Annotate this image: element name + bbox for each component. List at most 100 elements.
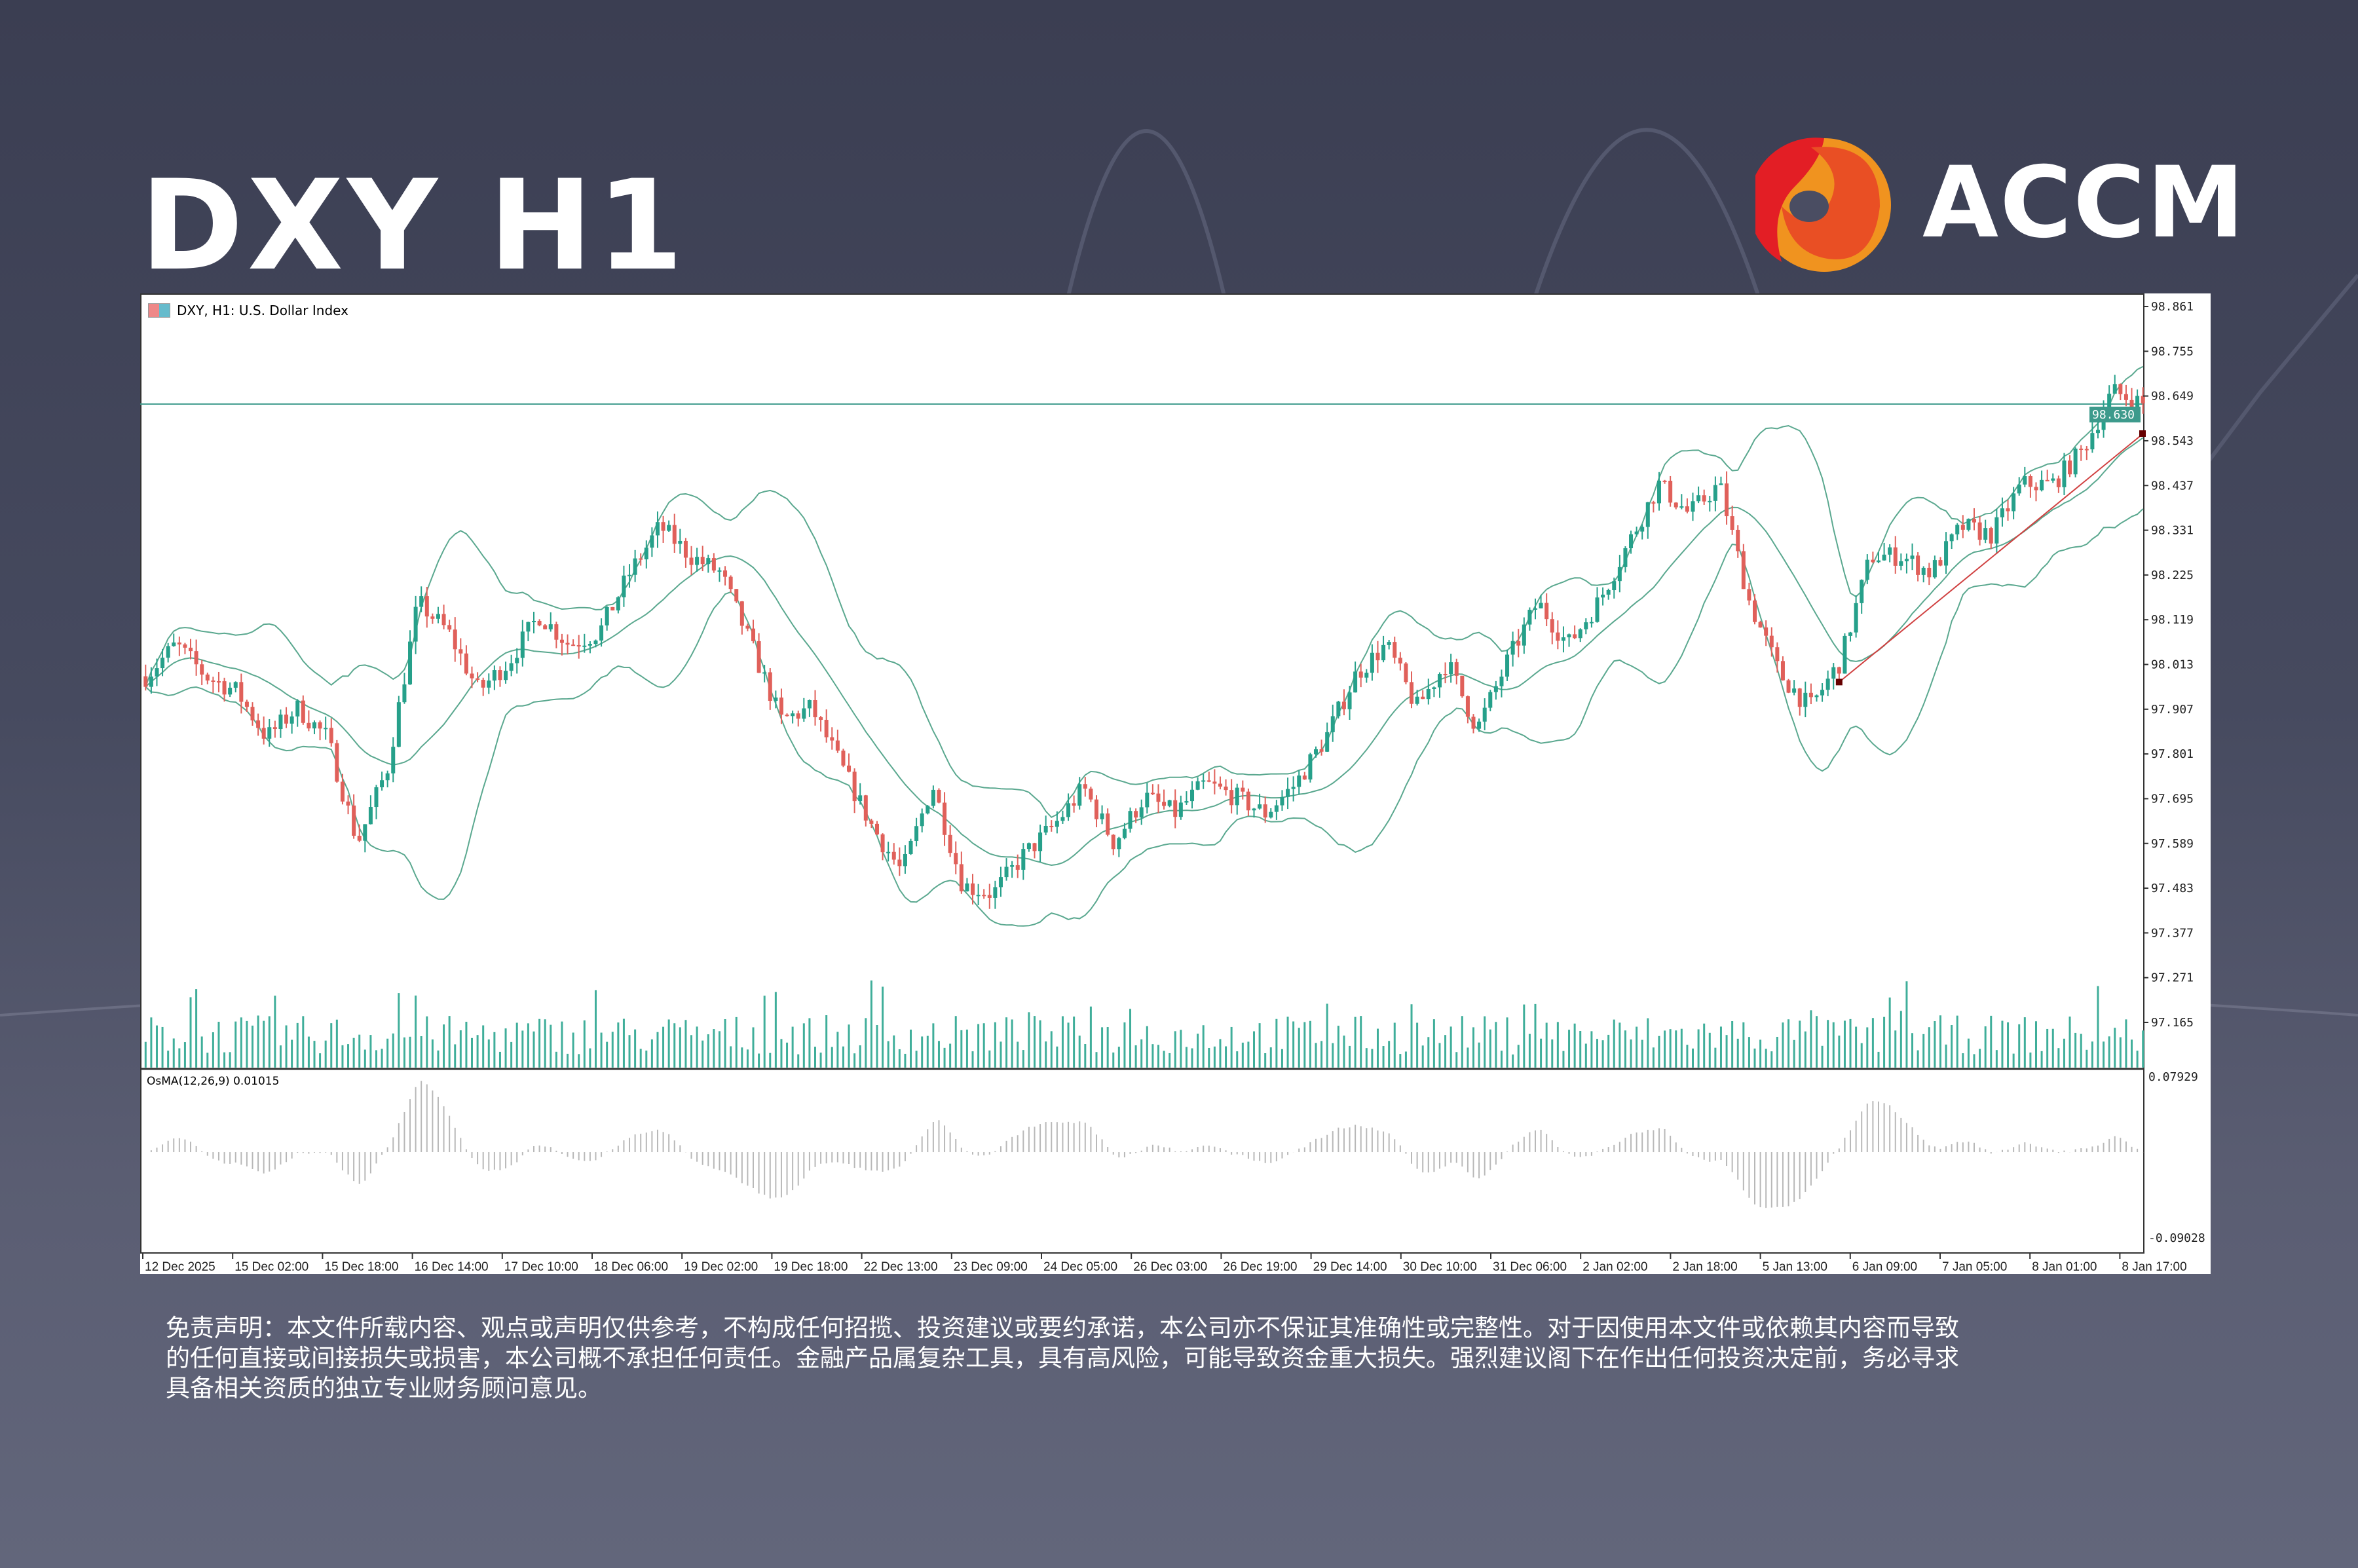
- candle-body: [1674, 502, 1678, 508]
- candle-body: [987, 895, 992, 898]
- candle-body: [453, 629, 457, 650]
- candle-body: [1803, 692, 1808, 707]
- candle-body: [993, 887, 998, 898]
- candle-body: [2000, 508, 2004, 517]
- candle-body: [639, 558, 643, 560]
- candle-body: [1685, 506, 1689, 512]
- price-chart[interactable]: 98.861 98.755 98.649 98.543 98.437 98.331 98.2…: [140, 293, 2211, 1274]
- candle-body: [222, 681, 227, 695]
- candle-body: [1904, 559, 1909, 561]
- candle-body: [796, 713, 800, 719]
- candle-body: [655, 522, 660, 536]
- candle-body: [1595, 597, 1600, 622]
- candle-body: [768, 672, 772, 701]
- candle-body: [723, 570, 728, 577]
- candle-body: [779, 697, 783, 715]
- candle-body: [1229, 790, 1234, 806]
- candle-body: [228, 688, 233, 695]
- plot-frame: [140, 293, 2144, 1254]
- candle-body: [374, 787, 379, 808]
- candle-body: [1888, 547, 1892, 555]
- candle-body: [239, 682, 244, 702]
- candle-body: [363, 824, 367, 841]
- candle-body: [571, 644, 576, 646]
- candle-body: [318, 722, 322, 729]
- candle-body: [869, 820, 874, 824]
- candle-body: [959, 864, 964, 891]
- candle-body: [582, 645, 587, 647]
- y-tick-label: 97.907: [2151, 703, 2194, 717]
- candle-body: [802, 708, 806, 719]
- candle-body: [841, 751, 846, 766]
- candle-body: [937, 789, 941, 803]
- candle-body: [1656, 480, 1661, 504]
- candle-body: [1499, 677, 1504, 686]
- candle-body: [1713, 485, 1717, 501]
- candle-body: [667, 525, 671, 531]
- candle-body: [565, 643, 570, 645]
- candle-body: [683, 540, 688, 558]
- x-tick-label: 5 Jan 13:00: [1763, 1260, 1827, 1274]
- y-tick-label: 98.861: [2151, 300, 2194, 314]
- candle-body: [1736, 529, 1740, 551]
- candle-body: [1927, 567, 1932, 578]
- candle-body: [1668, 481, 1673, 503]
- candle-body: [858, 795, 863, 802]
- candle-body: [1049, 825, 1054, 827]
- candle-body: [920, 813, 924, 827]
- candle-body: [476, 678, 480, 680]
- candle-body: [2107, 394, 2112, 412]
- candle-body: [1938, 560, 1943, 566]
- candle-body: [1072, 803, 1076, 806]
- candle-body: [143, 676, 148, 687]
- candle-body: [1286, 789, 1290, 797]
- candle-body: [2141, 396, 2145, 403]
- candle-body: [1719, 483, 1723, 485]
- candle-body: [695, 557, 700, 565]
- candle-body: [1026, 843, 1031, 849]
- candle-body: [1364, 673, 1369, 678]
- candle-body: [1848, 632, 1853, 636]
- candle-body: [380, 780, 384, 787]
- y-tick-label: 97.483: [2151, 882, 2194, 895]
- candle-body: [1708, 500, 1712, 502]
- candle-body: [1916, 555, 1920, 575]
- candle-body: [1218, 783, 1222, 787]
- candle-body: [2073, 448, 2078, 475]
- candle-body: [1482, 707, 1487, 722]
- candle-body: [368, 807, 373, 825]
- x-tick-label: 15 Dec 18:00: [324, 1260, 398, 1274]
- candle-body: [588, 644, 592, 646]
- candle-body: [1370, 652, 1374, 673]
- trendline-anchor: [2139, 430, 2146, 437]
- candle-body: [1145, 793, 1150, 808]
- candle-body: [2095, 430, 2100, 434]
- chart-window[interactable]: 98.861 98.755 98.649 98.543 98.437 98.331 98.2…: [140, 293, 2211, 1274]
- candle-body: [1134, 811, 1138, 818]
- candle-body: [1994, 517, 1999, 544]
- candle-body: [1173, 800, 1178, 817]
- candle-body: [1156, 793, 1161, 802]
- candle-body: [2118, 384, 2123, 394]
- candle-body: [2034, 487, 2038, 491]
- candle-body: [1510, 641, 1515, 655]
- candle-body: [1162, 802, 1167, 806]
- candle-body: [194, 651, 198, 665]
- candle-body: [1043, 825, 1048, 833]
- candle-body: [441, 614, 446, 625]
- candle-body: [1752, 600, 1757, 622]
- candle-body: [543, 625, 548, 629]
- candle-body: [1038, 832, 1043, 851]
- y-tick-label: 98.119: [2151, 613, 2194, 627]
- candle-body: [419, 596, 424, 607]
- y-tick-label: 98.013: [2151, 658, 2194, 672]
- candle-body: [385, 773, 390, 781]
- candle-body: [1263, 804, 1267, 818]
- candle-body: [189, 647, 193, 652]
- candle-body: [1004, 867, 1009, 878]
- candle-body: [1696, 495, 1701, 502]
- candle-body: [1623, 548, 1628, 567]
- candle-body: [2129, 400, 2134, 410]
- candle-body: [272, 727, 277, 730]
- candle-body: [447, 625, 452, 630]
